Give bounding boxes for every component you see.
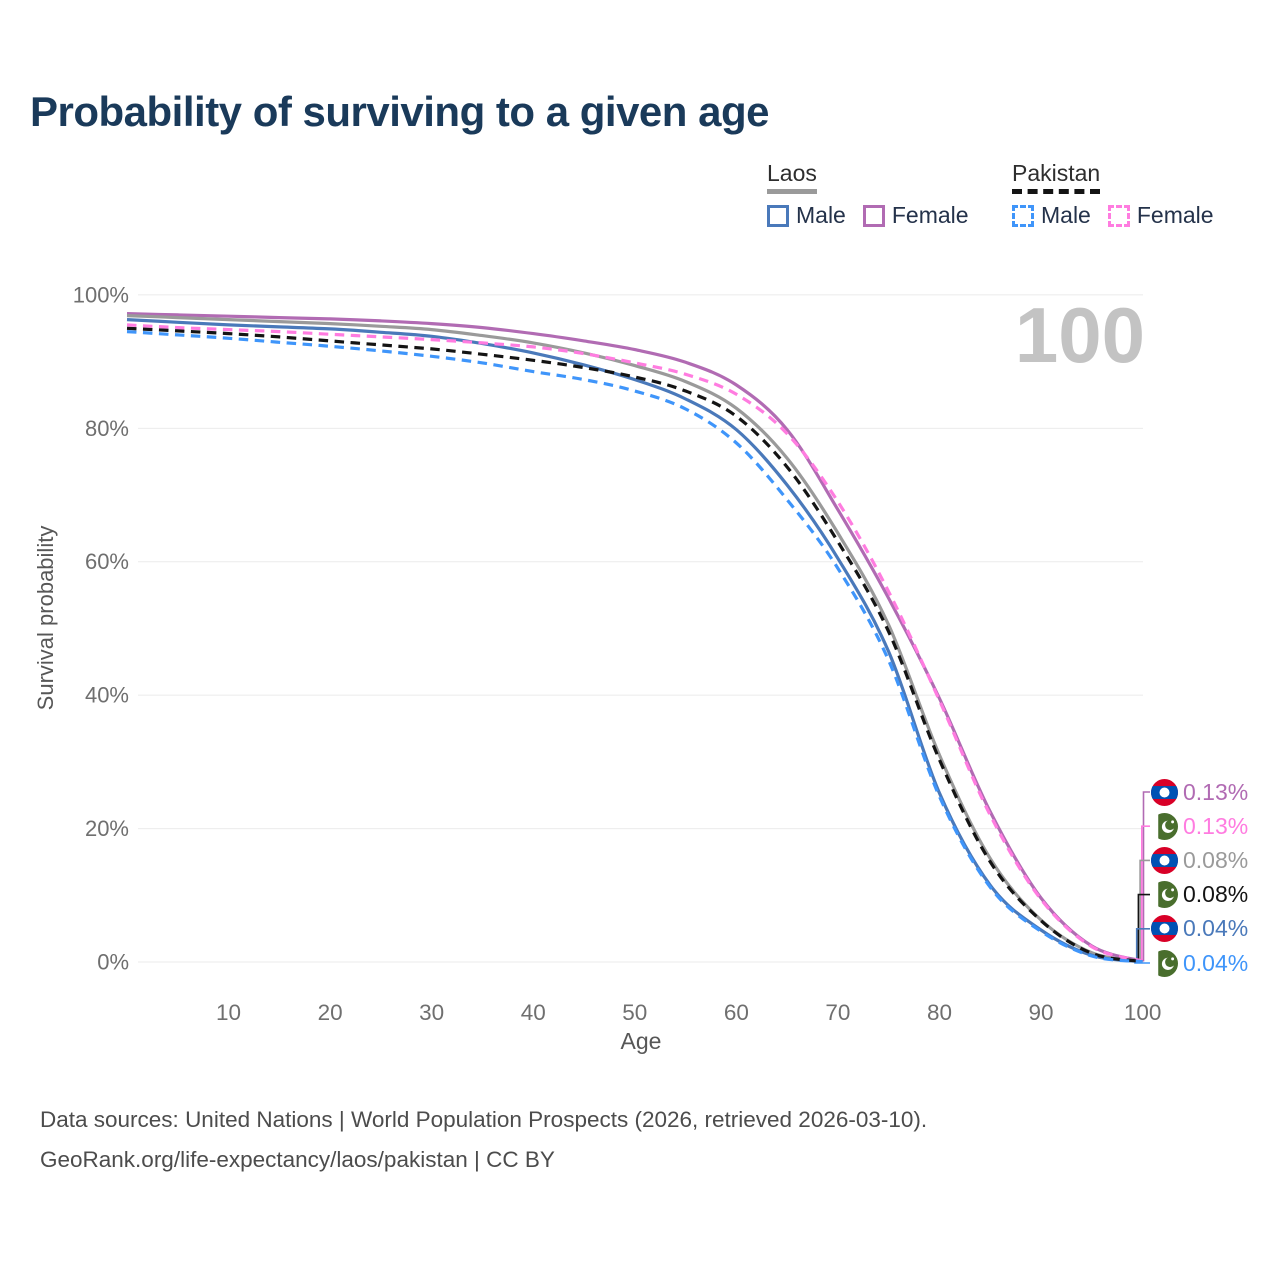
y-tick-40%: 40% xyxy=(85,683,129,708)
y-axis-title: Survival probability xyxy=(33,525,58,711)
y-tick-80%: 80% xyxy=(85,416,129,441)
legend-item-pakistan-male[interactable]: Male xyxy=(1012,202,1091,229)
end-label-pakistan-all: 0.08% xyxy=(1151,881,1248,909)
x-tick-90: 90 xyxy=(1029,1000,1054,1025)
leader-laos-male xyxy=(1135,928,1150,962)
data-sources-note: Data sources: United Nations | World Pop… xyxy=(40,1107,928,1132)
leader-pakistan-all xyxy=(1137,893,1150,962)
legend-item-pakistan-female[interactable]: Female xyxy=(1107,202,1214,229)
end-label-pakistan-female: 0.13% xyxy=(1151,812,1248,840)
legend-group-laos: Laos Male Female xyxy=(767,160,969,229)
pakistan-flag-icon xyxy=(1151,950,1178,977)
laos-male-swatch-icon xyxy=(767,204,789,227)
leader-pakistan-female xyxy=(1141,825,1150,962)
legend-item-label: Male xyxy=(796,202,846,229)
line-laos-all[interactable] xyxy=(126,314,1143,964)
pakistan-female-swatch-icon xyxy=(1107,204,1130,227)
legend-item-label: Male xyxy=(1041,202,1091,229)
legend-header-pakistan: Pakistan xyxy=(1012,160,1101,195)
end-value-pakistan-female: 0.13% xyxy=(1183,812,1249,839)
x-tick-80: 80 xyxy=(927,1000,952,1025)
pakistan-flag-icon xyxy=(1151,881,1178,908)
x-tick-10: 10 xyxy=(216,1000,241,1025)
line-pakistan-female[interactable] xyxy=(126,323,1144,963)
legend-group-pakistan: Pakistan Male Female xyxy=(1012,160,1214,229)
page-title: Probability of surviving to a given age xyxy=(30,88,769,135)
x-tick-70: 70 xyxy=(825,1000,850,1025)
attribution-note: GeoRank.org/life-expectancy/laos/pakista… xyxy=(40,1147,555,1172)
leader-laos-female xyxy=(1142,791,1150,962)
laos-flag-icon xyxy=(1151,915,1178,942)
pakistan-male-swatch-icon xyxy=(1012,204,1034,227)
legend-item-label: Female xyxy=(1136,202,1214,229)
end-label-laos-male: 0.04% xyxy=(1151,915,1248,943)
y-tick-100%: 100% xyxy=(73,282,129,307)
x-tick-100: 100 xyxy=(1124,1000,1162,1025)
x-tick-20: 20 xyxy=(318,1000,343,1025)
legend-item-label: Female xyxy=(891,202,969,229)
end-value-pakistan-all: 0.08% xyxy=(1183,881,1249,908)
y-tick-0%: 0% xyxy=(97,950,129,975)
x-tick-60: 60 xyxy=(724,1000,749,1025)
x-tick-40: 40 xyxy=(521,1000,546,1025)
x-tick-30: 30 xyxy=(419,1000,444,1025)
y-tick-20%: 20% xyxy=(85,816,129,841)
age-frame-watermark: 100 xyxy=(1014,291,1145,379)
leader-laos-all xyxy=(1139,859,1150,962)
y-tick-60%: 60% xyxy=(85,549,129,574)
x-axis-title: Age xyxy=(620,1028,662,1054)
line-pakistan-male[interactable] xyxy=(126,330,1143,964)
end-value-laos-all: 0.08% xyxy=(1183,846,1249,873)
line-pakistan-all[interactable] xyxy=(126,326,1143,964)
legend-header-laos: Laos xyxy=(767,160,817,195)
laos-flag-icon xyxy=(1151,847,1178,874)
laos-female-swatch-icon xyxy=(862,204,885,227)
end-label-laos-all: 0.08% xyxy=(1151,846,1248,874)
end-value-pakistan-male: 0.04% xyxy=(1183,949,1249,976)
x-tick-50: 50 xyxy=(622,1000,647,1025)
legend-item-laos-female[interactable]: Female xyxy=(862,202,969,229)
end-value-laos-male: 0.04% xyxy=(1183,915,1249,942)
laos-flag-icon xyxy=(1151,779,1178,806)
line-laos-male[interactable] xyxy=(126,318,1143,964)
pakistan-flag-icon xyxy=(1151,813,1178,840)
end-label-pakistan-male: 0.04% xyxy=(1151,949,1248,977)
end-label-laos-female: 0.13% xyxy=(1151,778,1248,806)
line-laos-female[interactable] xyxy=(126,312,1144,963)
end-value-laos-female: 0.13% xyxy=(1183,778,1249,805)
legend-item-laos-male[interactable]: Male xyxy=(767,202,846,229)
